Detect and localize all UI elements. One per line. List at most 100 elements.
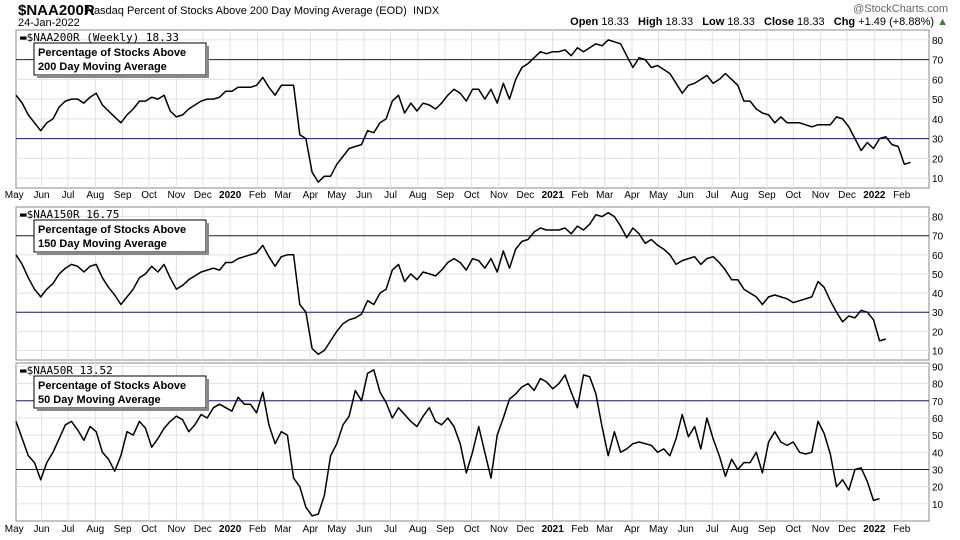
series-legend: ▬$NAA150R 16.75: [20, 208, 119, 221]
symbol-description: Nasdaq Percent of Stocks Above 200 Day M…: [86, 5, 439, 17]
y-tick-label: 20: [932, 483, 944, 494]
x-tick-label: 2020: [219, 190, 242, 201]
x-tick-label: Mar: [274, 190, 292, 201]
y-tick-label: 40: [932, 115, 944, 126]
x-tick-label: May: [649, 190, 668, 201]
x-tick-label: Dec: [838, 190, 856, 201]
x-tick-label: Nov: [167, 190, 185, 201]
y-tick-label: 50: [932, 95, 944, 106]
x-tick-label: Aug: [409, 524, 427, 535]
x-tick-label: Feb: [249, 190, 267, 201]
x-tick-label: Jul: [706, 190, 719, 201]
x-tick-label: Oct: [141, 190, 157, 201]
low-value: 18.33: [727, 16, 755, 28]
x-tick-label: Nov: [490, 190, 508, 201]
y-tick-label: 20: [932, 327, 944, 338]
x-tick-label: Jul: [706, 524, 719, 535]
annotation-text: Percentage of Stocks Above: [38, 47, 186, 59]
y-tick-label: 70: [932, 397, 944, 408]
symbol-title: $NAA200R: [18, 2, 95, 19]
x-tick-label: Feb: [249, 524, 267, 535]
chart-date: 24-Jan-2022: [18, 17, 80, 29]
x-tick-label: Mar: [596, 190, 614, 201]
y-tick-label: 30: [932, 135, 944, 146]
x-tick-label: May: [327, 190, 346, 201]
x-tick-label: Apr: [303, 524, 319, 535]
series-legend: ▬$NAA50R 13.52: [20, 364, 113, 377]
series-line: [15, 39, 911, 183]
x-tick-label: Nov: [812, 524, 830, 535]
annotation-shadow: [206, 46, 209, 78]
x-tick-label: May: [5, 190, 24, 201]
x-tick-label: Sep: [758, 190, 776, 201]
x-tick-label: Dec: [516, 524, 534, 535]
high-value: 18.33: [665, 16, 694, 28]
annotation-text: Percentage of Stocks Above: [38, 224, 186, 236]
high-label: High: [638, 16, 663, 28]
chg-value: +1.49 (+8.88%): [858, 16, 935, 28]
x-tick-label: Jun: [678, 190, 694, 201]
annotation-text: 50 Day Moving Average: [38, 394, 161, 406]
x-tick-label: Apr: [624, 524, 640, 535]
y-tick-label: 80: [932, 36, 944, 47]
y-tick-label: 80: [932, 380, 944, 391]
y-tick-label: 10: [932, 174, 944, 185]
y-tick-label: 50: [932, 270, 944, 281]
description-text: Nasdaq Percent of Stocks Above 200 Day M…: [86, 5, 407, 17]
x-tick-label: Dec: [194, 190, 212, 201]
y-tick-label: 60: [932, 414, 944, 425]
annotation-box: [33, 219, 207, 253]
x-tick-label: Dec: [516, 190, 534, 201]
x-tick-label: Jun: [33, 190, 49, 201]
open-label: Open: [570, 16, 599, 28]
y-tick-label: 90: [932, 362, 944, 373]
x-tick-label: Mar: [596, 524, 614, 535]
y-tick-label: 30: [932, 308, 944, 319]
x-tick-label: Sep: [114, 190, 132, 201]
y-tick-label: 80: [932, 213, 944, 224]
chart-header: $NAA200R Nasdaq Percent of Stocks Above …: [0, 0, 960, 30]
x-tick-label: Sep: [758, 524, 776, 535]
x-tick-label: Sep: [436, 190, 454, 201]
y-tick-label: 30: [932, 465, 944, 476]
x-tick-label: May: [5, 524, 24, 535]
annotation-box: [33, 42, 207, 76]
x-tick-label: Jun: [356, 524, 372, 535]
x-tick-label: Aug: [86, 190, 104, 201]
annotation-shadow: [206, 379, 209, 411]
y-tick-label: 50: [932, 431, 944, 442]
x-tick-label: Apr: [624, 190, 640, 201]
x-tick-label: Sep: [114, 524, 132, 535]
y-tick-label: 60: [932, 251, 944, 262]
x-tick-label: Jun: [356, 190, 372, 201]
close-value: 18.33: [797, 16, 825, 28]
x-tick-label: Dec: [194, 524, 212, 535]
y-tick-label: 20: [932, 154, 944, 165]
x-tick-label: Dec: [838, 524, 856, 535]
annotation-shadow: [37, 252, 209, 255]
y-tick-label: 10: [932, 500, 944, 511]
x-tick-label: Jul: [62, 524, 75, 535]
x-tick-label: Oct: [786, 524, 802, 535]
x-tick-label: Nov: [167, 524, 185, 535]
x-tick-label: Feb: [893, 190, 911, 201]
annotation-shadow: [206, 223, 209, 255]
x-tick-label: May: [327, 524, 346, 535]
x-tick-label: Oct: [786, 190, 802, 201]
up-arrow-icon: ▲: [937, 16, 948, 28]
series-line: [15, 369, 880, 517]
x-tick-label: Aug: [86, 524, 104, 535]
x-tick-label: May: [649, 524, 668, 535]
x-tick-label: Nov: [812, 190, 830, 201]
x-tick-label: Sep: [436, 524, 454, 535]
x-tick-label: Oct: [141, 524, 157, 535]
x-tick-label: Aug: [731, 524, 749, 535]
x-tick-label: Jul: [62, 190, 75, 201]
quote-summary: Open 18.33 High 18.33 Low 18.33 Close 18…: [570, 16, 948, 28]
y-tick-label: 40: [932, 448, 944, 459]
x-tick-label: 2021: [542, 190, 565, 201]
annotation-shadow: [37, 75, 209, 78]
y-tick-label: 70: [932, 232, 944, 243]
x-tick-label: Feb: [571, 524, 589, 535]
x-tick-label: Aug: [409, 190, 427, 201]
